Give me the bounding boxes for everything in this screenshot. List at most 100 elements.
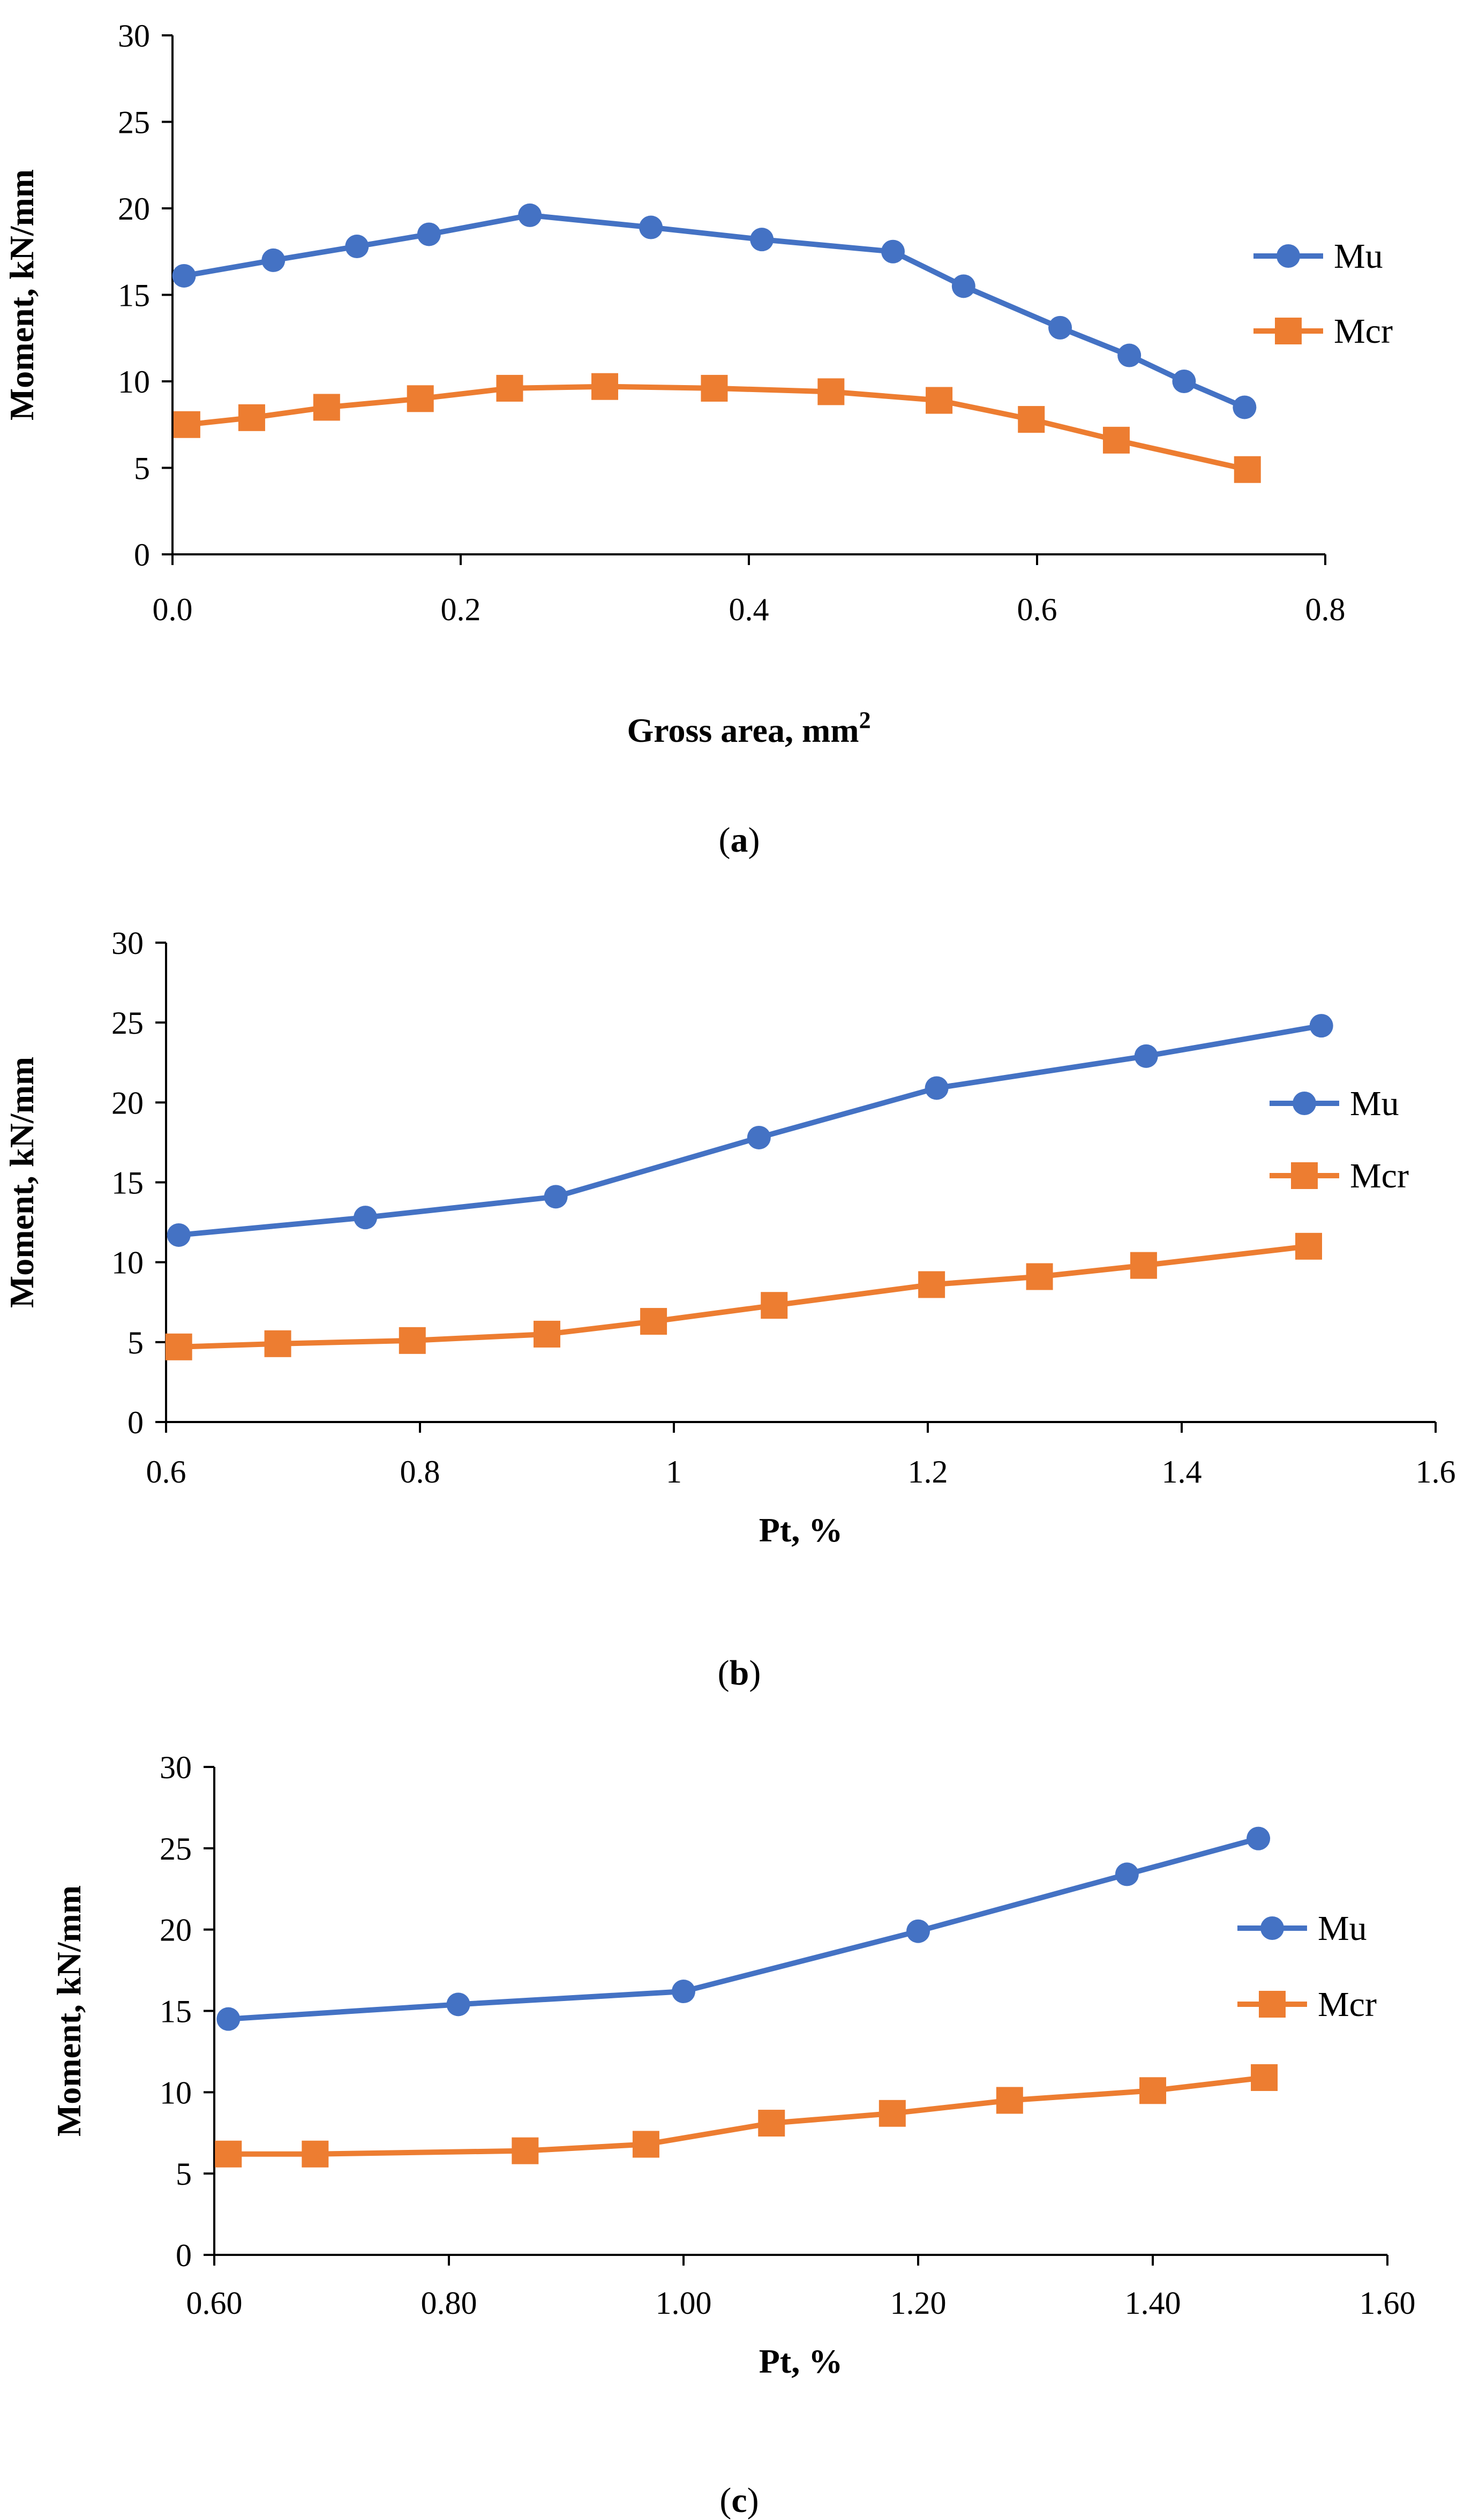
data-point-mu	[881, 239, 905, 264]
y-tick-label: 25	[111, 1005, 144, 1041]
data-point-mu	[1309, 1014, 1333, 1038]
legend-marker	[1277, 244, 1300, 268]
y-tick-label: 0	[176, 2238, 192, 2273]
y-tick-label: 0	[134, 537, 150, 573]
data-point-mcr	[313, 394, 340, 421]
data-point-mcr	[918, 1271, 945, 1298]
y-axis-title: Moment, kN/mm	[50, 1885, 88, 2137]
data-point-mcr	[758, 2110, 785, 2137]
y-tick-label: 30	[118, 18, 150, 54]
data-point-mu	[216, 2007, 241, 2031]
legend-marker	[1259, 1991, 1286, 2018]
y-tick-label: 10	[111, 1245, 144, 1281]
legend-marker	[1260, 1916, 1284, 1940]
data-point-mcr	[817, 378, 845, 405]
data-point-mu	[1233, 395, 1257, 419]
data-point-mcr	[926, 387, 953, 414]
x-tick-label: 0.2	[441, 592, 481, 627]
data-point-mu	[1117, 343, 1142, 367]
legend-marker	[1291, 1162, 1318, 1189]
x-axis-title-superscript: 2	[859, 707, 871, 733]
data-point-mu	[261, 248, 286, 272]
data-point-mu	[345, 235, 369, 259]
data-point-mu	[1247, 1826, 1271, 1850]
data-point-mu	[672, 1980, 695, 2004]
data-point-mu	[354, 1206, 378, 1230]
x-axis-title: Gross area, mm2	[627, 707, 870, 749]
data-point-mcr	[399, 1327, 426, 1354]
y-tick-label: 30	[111, 926, 144, 961]
chart-panel-c: 0 5 10 15 20 25 30 0.60 0.80 1.00 1.20 1.40 1.60 Mome…	[50, 1750, 1416, 2520]
data-point-mcr	[1102, 426, 1130, 454]
x-tick-label: 0.6	[1017, 592, 1057, 627]
x-tick-label: 1.20	[890, 2285, 947, 2321]
data-point-mu	[1134, 1044, 1158, 1068]
legend-label: Mcr	[1334, 312, 1393, 351]
data-point-mcr	[1026, 1263, 1053, 1290]
data-point-mcr	[1295, 1232, 1322, 1260]
legend-label: Mu	[1350, 1084, 1399, 1123]
data-point-mcr	[1130, 1252, 1157, 1279]
data-point-mu	[518, 203, 542, 227]
legend-label: Mcr	[1318, 1985, 1377, 2024]
data-point-mcr	[879, 2100, 906, 2127]
y-tick-label: 25	[118, 105, 150, 140]
data-point-mu	[417, 222, 441, 246]
series-mcr	[165, 1232, 1322, 1360]
data-point-mcr	[1234, 456, 1261, 483]
data-point-mcr	[1251, 2064, 1278, 2092]
y-axis-title: Moment, kN/mm	[3, 169, 41, 420]
data-point-mcr	[701, 374, 728, 402]
legend-marker	[1275, 318, 1302, 344]
legend-label: Mu	[1318, 1909, 1367, 1948]
legend-label: Mu	[1334, 237, 1383, 276]
data-point-mu	[750, 228, 774, 252]
data-point-mu	[1172, 370, 1196, 393]
y-tick-label: 15	[118, 278, 150, 313]
y-tick-label: 25	[160, 1831, 192, 1867]
legend-item-mu: Mu	[1253, 237, 1383, 276]
x-tick-label: 0.8	[1305, 592, 1346, 627]
data-point-mu	[747, 1125, 771, 1149]
data-point-mcr	[632, 2131, 659, 2158]
series-mcr	[173, 373, 1261, 483]
legend-item-mu: Mu	[1270, 1084, 1399, 1123]
data-point-mcr	[1139, 2077, 1166, 2104]
figure-caption: (b)	[718, 1653, 761, 1692]
series-mu	[172, 203, 1257, 419]
x-tick-label: 0.6	[146, 1454, 186, 1490]
series-line-mcr	[178, 1243, 1309, 1350]
x-tick-label: 1.60	[1360, 2285, 1416, 2321]
legend-marker	[1293, 1092, 1316, 1115]
series-line-mu	[228, 1836, 1259, 2022]
data-point-mcr	[512, 2137, 539, 2164]
x-tick-label: 1	[666, 1454, 682, 1490]
data-point-mu	[1048, 315, 1072, 340]
data-point-mcr	[238, 404, 265, 431]
chart-panel-a: 0 5 10 15 20 25 30 0.0 0.2 0.4 0.6 0.8 Moment, kN/mm…	[3, 18, 1393, 860]
legend-item-mu: Mu	[1237, 1909, 1367, 1948]
figure-caption: (c)	[719, 2481, 759, 2520]
data-point-mcr	[496, 374, 523, 402]
data-point-mcr	[407, 385, 434, 412]
data-point-mcr	[165, 1333, 192, 1360]
data-point-mu	[639, 215, 663, 239]
x-tick-label: 0.4	[729, 592, 769, 627]
data-point-mu	[544, 1185, 568, 1209]
data-point-mcr	[302, 2140, 329, 2168]
data-point-mcr	[264, 1330, 291, 1357]
x-tick-label: 0.0	[153, 592, 193, 627]
data-point-mu	[925, 1076, 949, 1100]
x-tick-label: 0.60	[186, 2285, 243, 2321]
y-tick-label: 20	[111, 1085, 144, 1120]
data-point-mcr	[1018, 406, 1045, 433]
y-tick-label: 20	[118, 191, 150, 227]
series-line-mcr	[228, 2075, 1265, 2157]
data-point-mcr	[173, 411, 200, 438]
y-axis-title: Moment, kN/mm	[3, 1057, 41, 1308]
series-mu	[216, 1826, 1271, 2031]
y-tick-label: 15	[111, 1165, 144, 1201]
data-point-mu	[951, 274, 975, 298]
y-tick-label: 20	[160, 1913, 192, 1948]
